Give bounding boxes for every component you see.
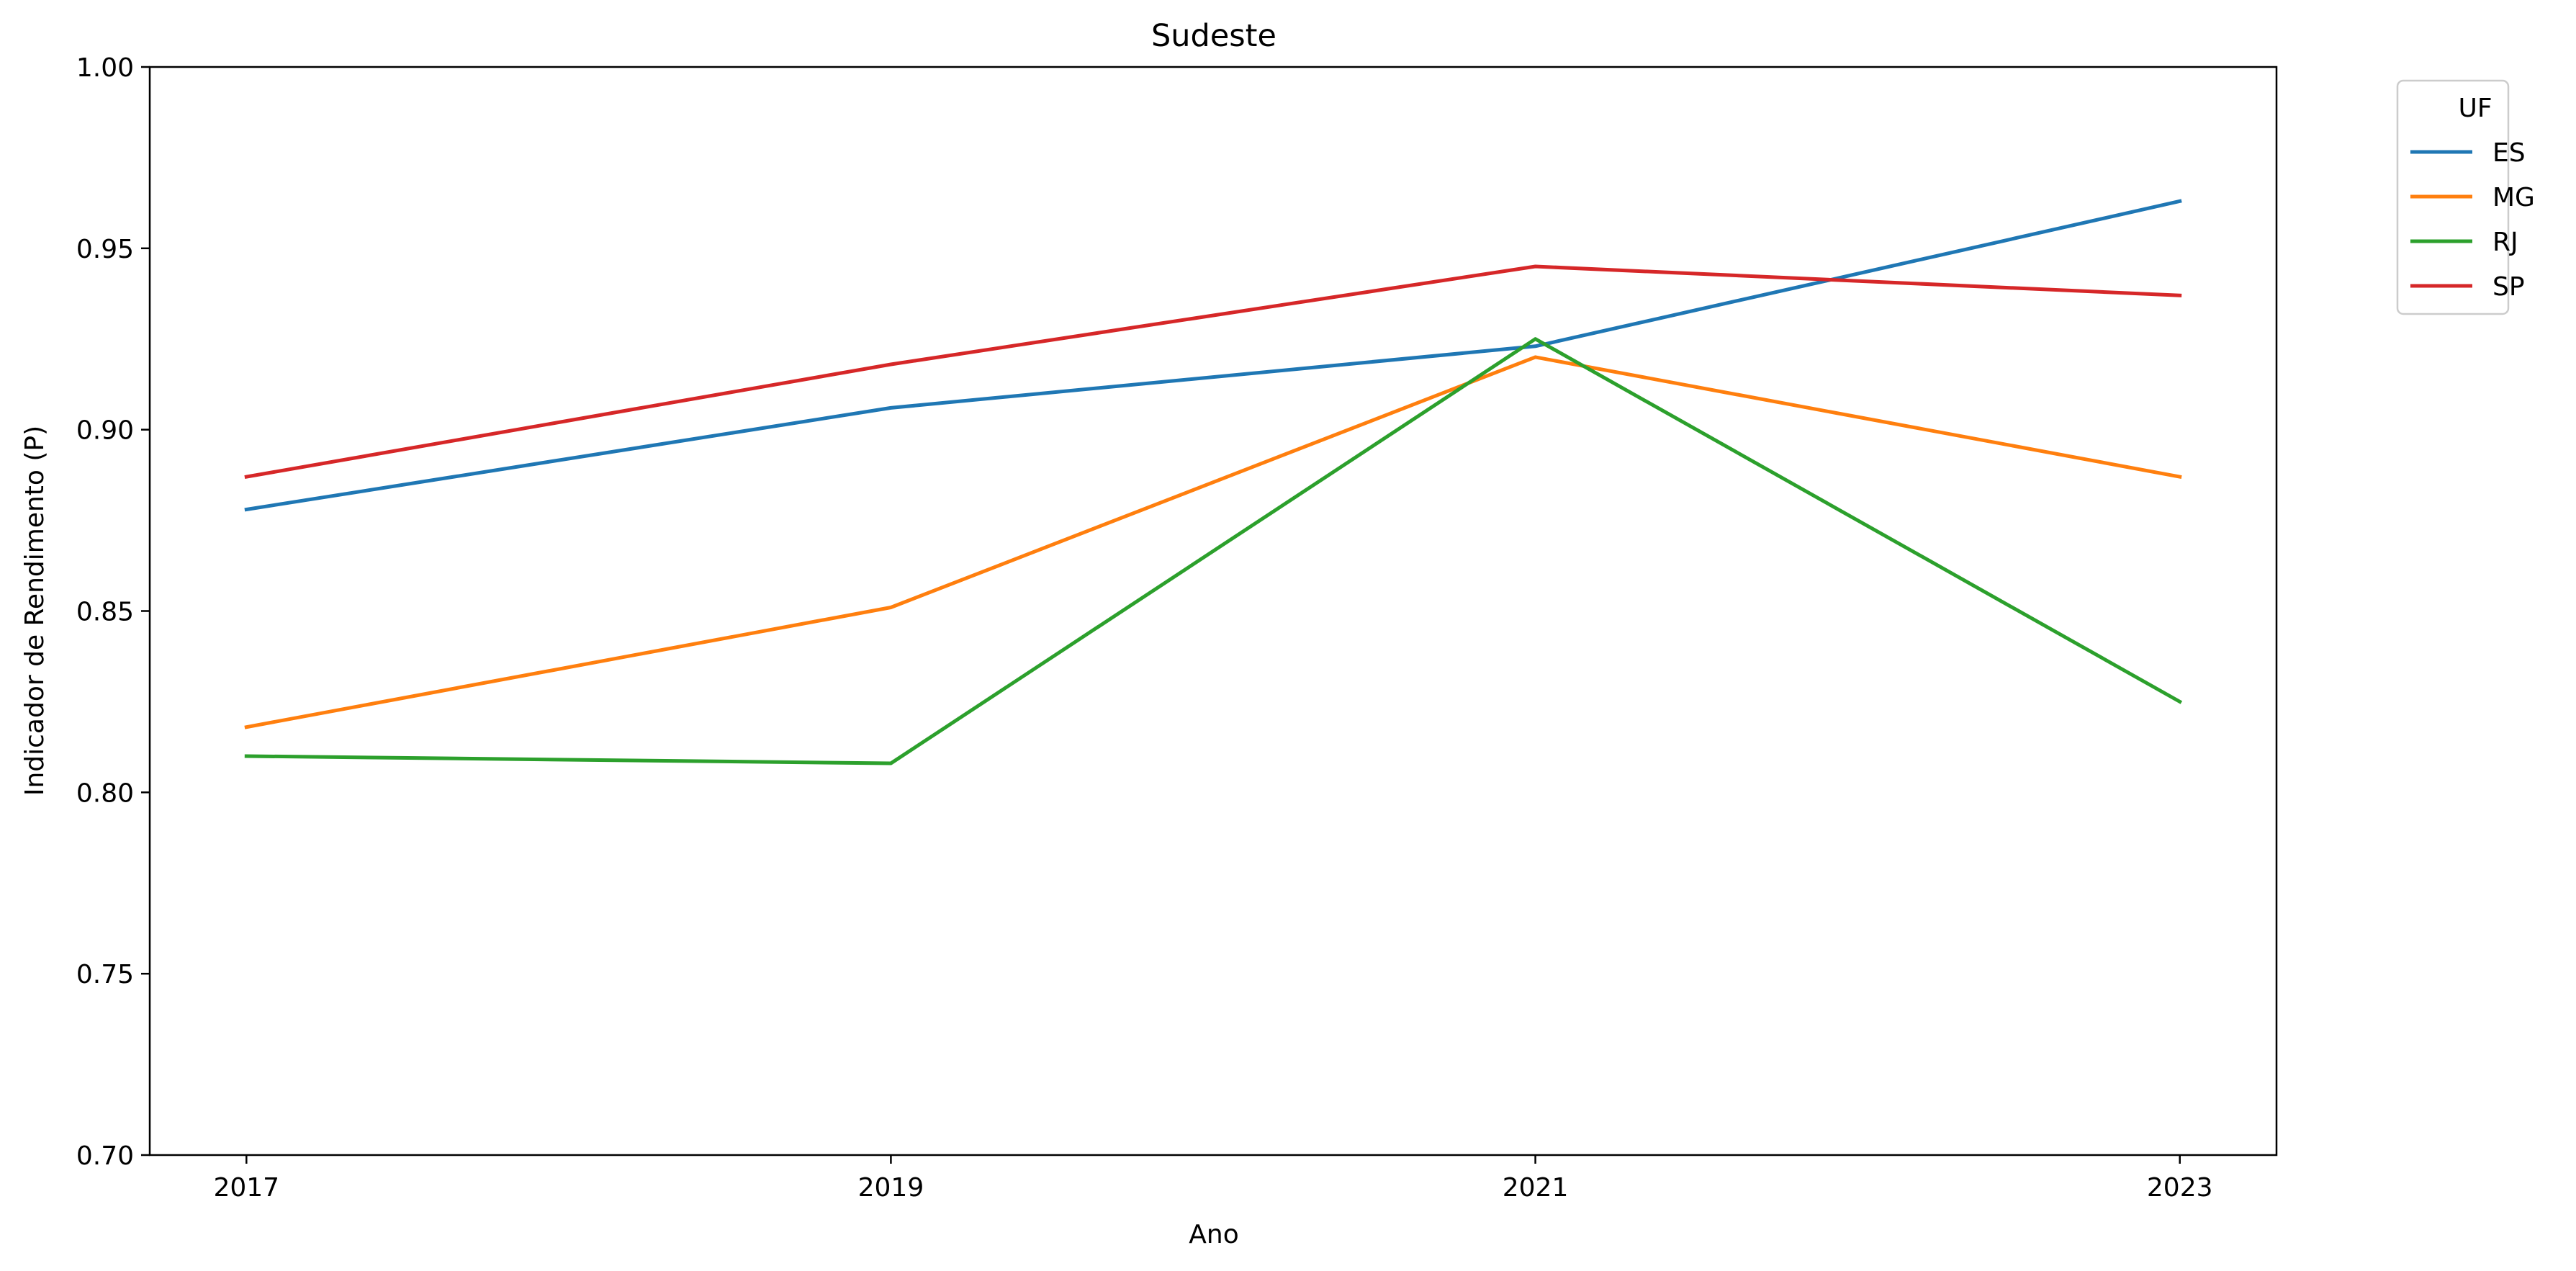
series-line-mg (244, 355, 2182, 729)
x-tick-label: 2019 (858, 1173, 924, 1203)
legend-label-mg: MG (2492, 183, 2535, 212)
x-axis-label: Ano (1189, 1220, 1238, 1249)
x-axis: 2017 2019 2021 2023 (213, 1155, 2213, 1203)
y-tick-label: 0.95 (76, 235, 134, 264)
legend-label-sp: SP (2492, 272, 2525, 302)
series-line-sp (244, 264, 2182, 479)
x-tick-label: 2021 (1503, 1173, 1569, 1203)
series-line-es (244, 199, 2182, 512)
y-axis: 0.70 0.75 0.80 0.85 0.90 0.95 1.00 (76, 53, 150, 1171)
series-layer (244, 199, 2183, 765)
y-tick-label: 1.00 (76, 53, 134, 83)
legend-items: ES MG RJ SP (2410, 138, 2535, 302)
legend: UF ES MG RJ SP (2396, 79, 2535, 315)
y-tick-label: 0.90 (76, 416, 134, 446)
y-axis-label: Indicador de Rendimento (P) (20, 426, 50, 796)
legend-label-es: ES (2492, 138, 2526, 168)
series-line-rj (244, 337, 2183, 765)
y-tick-label: 0.85 (76, 598, 134, 627)
y-tick-label: 0.75 (76, 960, 134, 989)
legend-label-rj: RJ (2492, 228, 2518, 257)
x-tick-label: 2023 (2147, 1173, 2213, 1203)
chart-title: Sudeste (1151, 18, 1276, 54)
y-tick-label: 0.70 (76, 1141, 134, 1171)
x-tick-label: 2017 (213, 1173, 279, 1203)
y-tick-label: 0.80 (76, 778, 134, 808)
legend-title: UF (2458, 94, 2492, 123)
